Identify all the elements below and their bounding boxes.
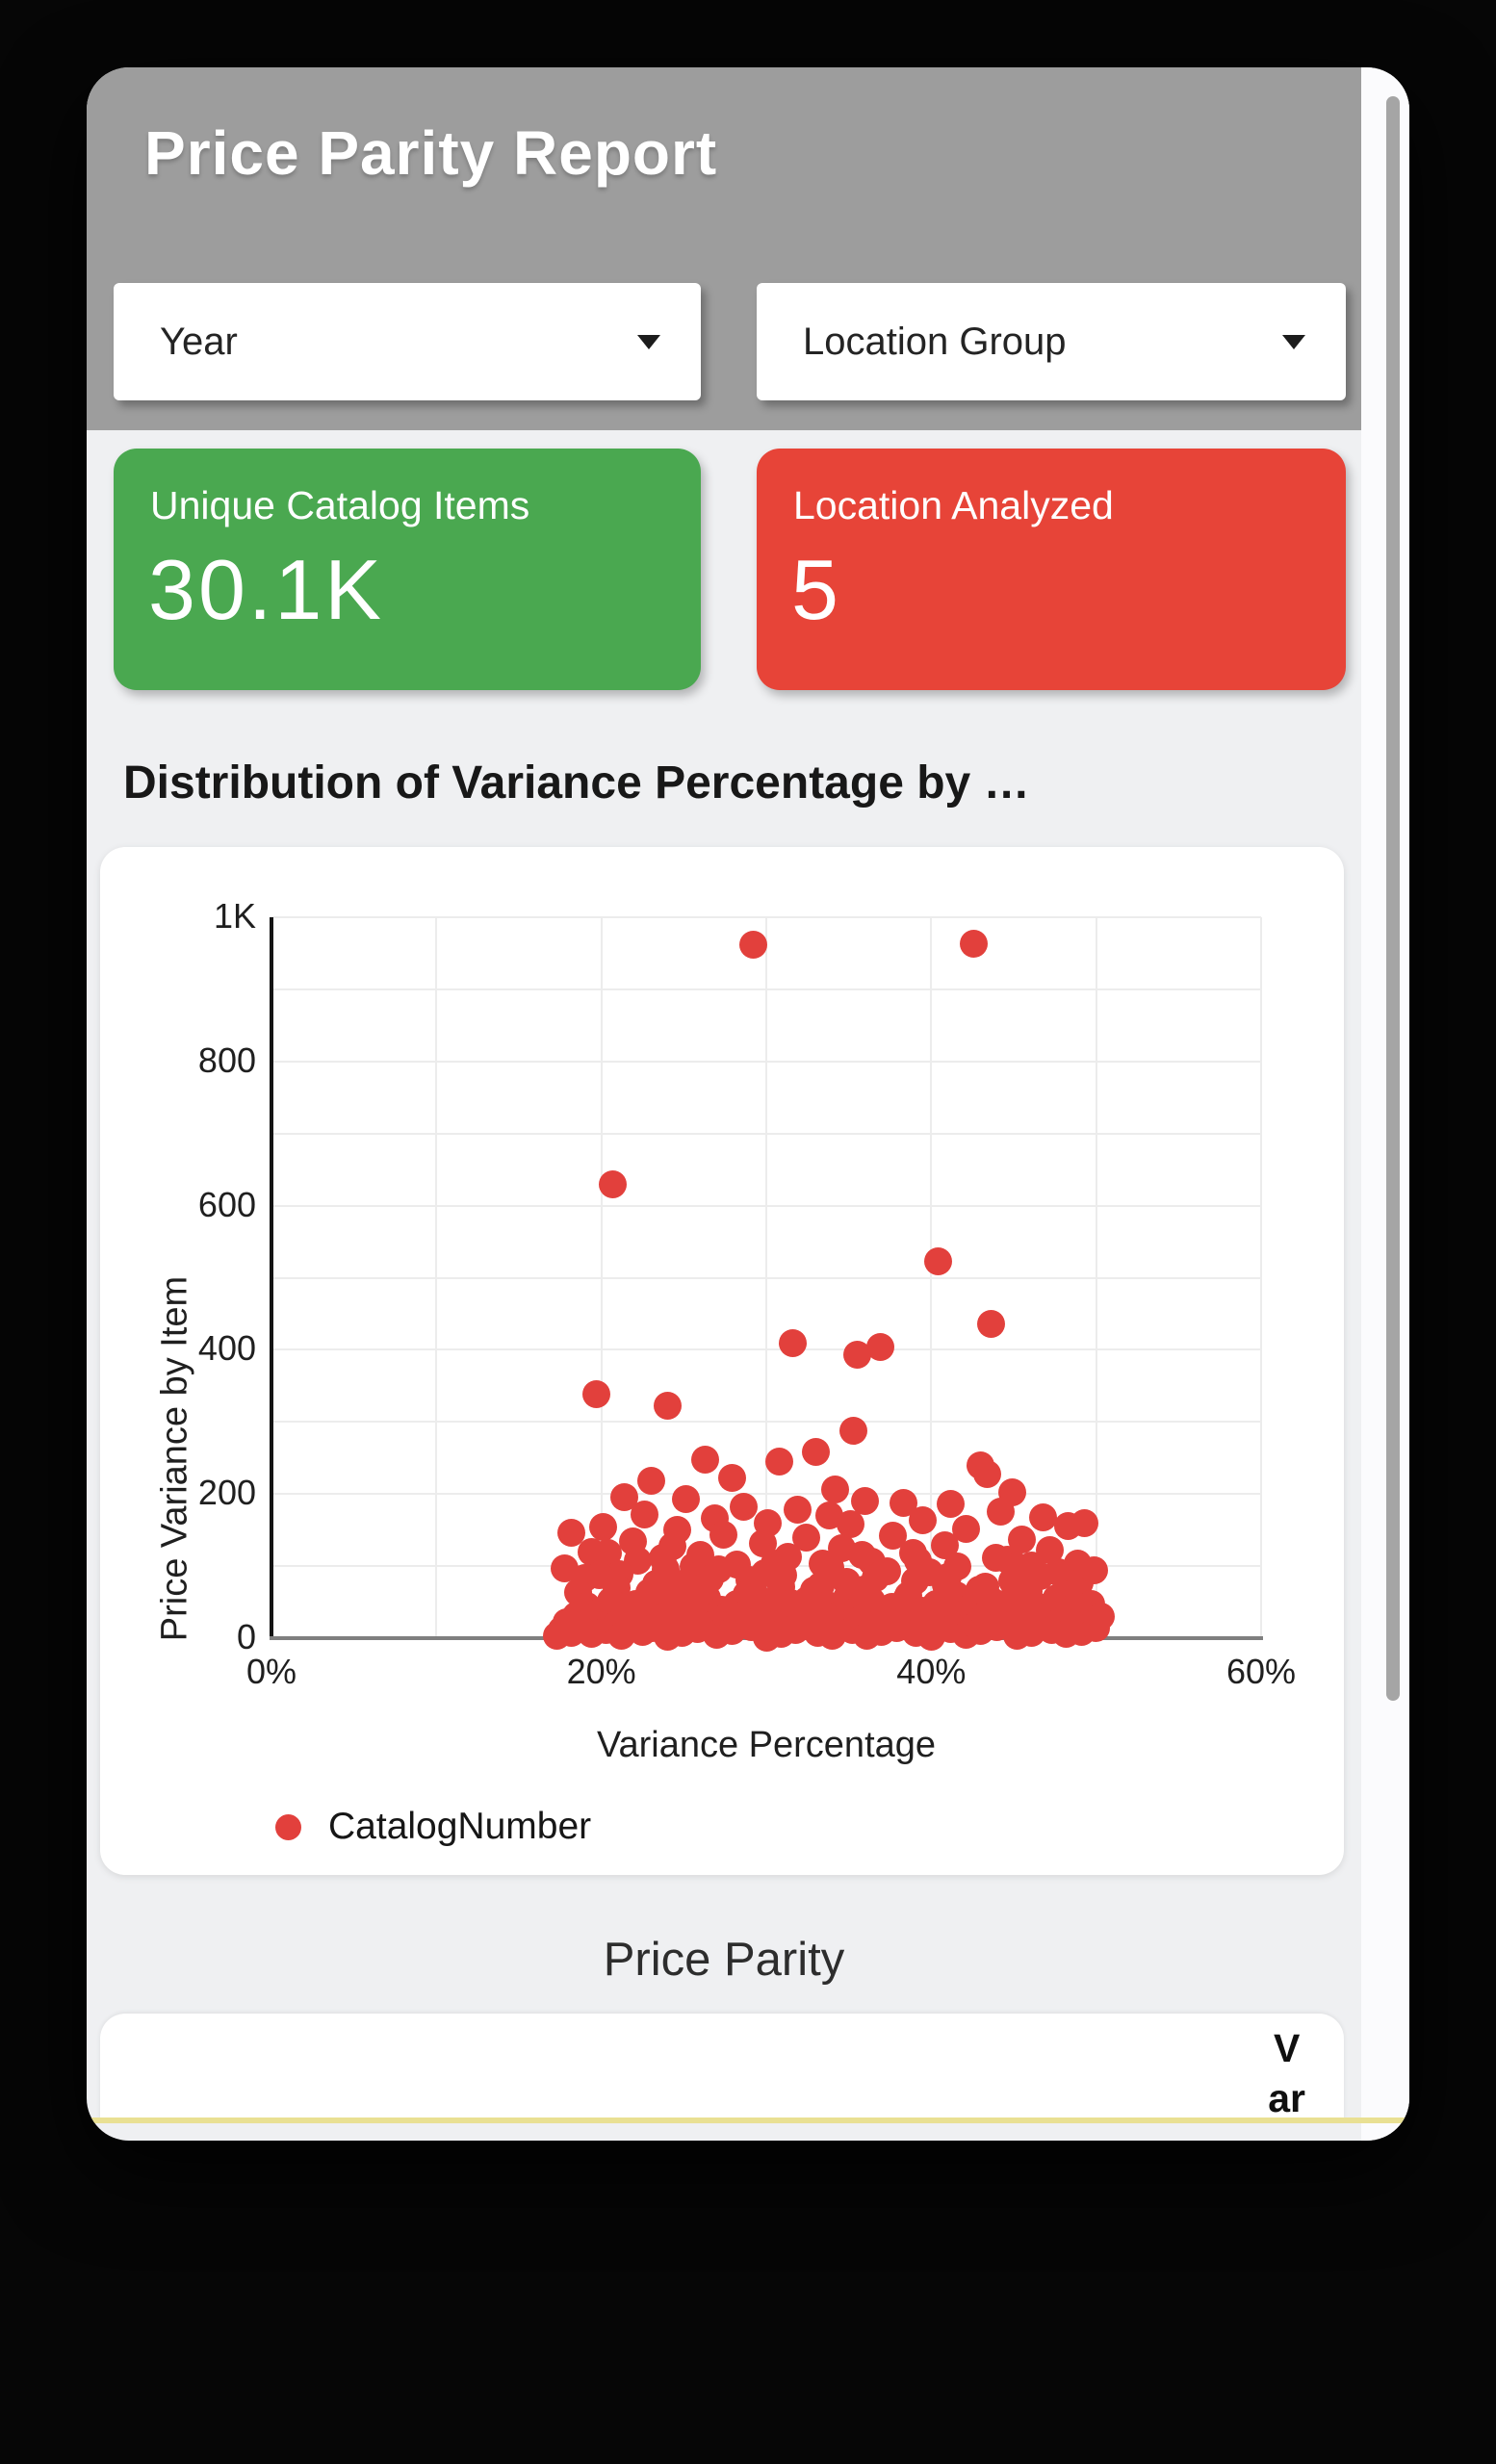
scatter-plot-area bbox=[270, 916, 1263, 1652]
data-point[interactable] bbox=[821, 1476, 850, 1504]
kpi-value: 30.1K bbox=[148, 542, 384, 637]
scatter-chart-card: 0 200 400 600 800 1K 0% 20% 40% 60% Price Varian… bbox=[100, 847, 1344, 1875]
gridline-vertical bbox=[600, 917, 603, 1638]
y-tick-label: 600 bbox=[197, 1184, 256, 1224]
data-point[interactable] bbox=[839, 1416, 868, 1445]
data-point[interactable] bbox=[784, 1496, 812, 1525]
chevron-down-icon bbox=[1282, 335, 1305, 349]
data-point[interactable] bbox=[588, 1513, 617, 1542]
data-point[interactable] bbox=[973, 1459, 1002, 1488]
y-axis-title: Price Variance by Item bbox=[154, 1275, 195, 1642]
kpi-card-location-analyzed[interactable]: Location Analyzed 5 bbox=[757, 449, 1346, 690]
chevron-down-icon bbox=[637, 335, 660, 349]
x-axis-title: Variance Percentage bbox=[596, 1725, 937, 1765]
chart-section-title: Distribution of Variance Percentage by … bbox=[123, 757, 1030, 808]
y-axis-title-wrap: Price Variance by Item bbox=[135, 1078, 195, 1641]
data-point[interactable] bbox=[729, 1493, 758, 1522]
data-point[interactable] bbox=[778, 1329, 807, 1358]
data-point[interactable] bbox=[651, 1554, 680, 1583]
data-point[interactable] bbox=[582, 1380, 611, 1409]
data-point[interactable] bbox=[671, 1484, 700, 1513]
y-tick-label: 200 bbox=[197, 1473, 256, 1513]
scrollbar-thumb[interactable] bbox=[1386, 96, 1400, 1701]
data-point[interactable] bbox=[1070, 1509, 1099, 1538]
y-axis-line bbox=[270, 917, 273, 1638]
data-point[interactable] bbox=[976, 1309, 1005, 1338]
data-point[interactable] bbox=[916, 1557, 944, 1586]
data-point[interactable] bbox=[599, 1170, 628, 1199]
year-filter-label: Year bbox=[160, 320, 238, 363]
data-point[interactable] bbox=[1029, 1502, 1058, 1531]
yellow-divider-line bbox=[90, 2118, 1406, 2123]
kpi-label: Unique Catalog Items bbox=[150, 483, 530, 527]
data-point[interactable] bbox=[842, 1341, 871, 1370]
legend-dot-icon bbox=[275, 1813, 301, 1840]
price-parity-section-title: Price Parity bbox=[603, 1934, 845, 1986]
table-column-header-variance: V ar bbox=[1268, 2026, 1305, 2121]
year-filter-dropdown[interactable]: Year bbox=[114, 283, 701, 400]
data-point[interactable] bbox=[691, 1446, 720, 1475]
x-tick-label: 0% bbox=[245, 1652, 297, 1691]
scrollbar-track[interactable] bbox=[1361, 67, 1409, 2141]
gridline-vertical bbox=[435, 917, 438, 1638]
data-point[interactable] bbox=[836, 1510, 864, 1539]
price-parity-table-card: V ar bbox=[100, 2014, 1344, 2121]
x-tick-label: 20% bbox=[566, 1652, 636, 1691]
legend-label: CatalogNumber bbox=[328, 1806, 592, 1847]
data-point[interactable] bbox=[738, 930, 767, 959]
data-point[interactable] bbox=[653, 1392, 682, 1421]
x-tick-label: 60% bbox=[1225, 1652, 1297, 1691]
legend-item-catalognumber[interactable]: CatalogNumber bbox=[275, 1806, 591, 1848]
y-tick-label: 1K bbox=[213, 896, 256, 936]
gridline-vertical bbox=[765, 917, 767, 1638]
gridline-vertical bbox=[1095, 917, 1097, 1638]
data-point[interactable] bbox=[585, 1560, 614, 1589]
report-header: Price Parity Report Year Location Group bbox=[87, 67, 1409, 430]
data-point[interactable] bbox=[630, 1500, 658, 1528]
data-point[interactable] bbox=[709, 1520, 737, 1549]
data-point[interactable] bbox=[1087, 1603, 1116, 1631]
data-point[interactable] bbox=[1002, 1553, 1031, 1581]
location-group-filter-dropdown[interactable]: Location Group bbox=[757, 283, 1346, 400]
page-title: Price Parity Report bbox=[144, 118, 718, 188]
data-point[interactable] bbox=[1080, 1556, 1109, 1585]
kpi-label: Location Analyzed bbox=[793, 483, 1114, 527]
app-window: Price Parity Report Year Location Group … bbox=[87, 67, 1409, 2141]
data-point[interactable] bbox=[816, 1553, 845, 1582]
y-tick-label: 0 bbox=[236, 1617, 256, 1656]
data-point[interactable] bbox=[960, 930, 989, 959]
data-point[interactable] bbox=[765, 1447, 794, 1476]
data-point[interactable] bbox=[861, 1563, 890, 1592]
data-point[interactable] bbox=[937, 1490, 966, 1519]
location-group-filter-label: Location Group bbox=[803, 320, 1067, 363]
kpi-card-unique-catalog-items[interactable]: Unique Catalog Items 30.1K bbox=[114, 449, 701, 690]
x-tick-label: 40% bbox=[896, 1652, 967, 1691]
kpi-value: 5 bbox=[791, 542, 841, 637]
data-point[interactable] bbox=[923, 1246, 952, 1275]
data-point[interactable] bbox=[909, 1506, 938, 1535]
data-point[interactable] bbox=[801, 1438, 830, 1467]
y-tick-label: 800 bbox=[197, 1040, 256, 1080]
data-point[interactable] bbox=[636, 1467, 665, 1496]
gridline-vertical bbox=[1260, 917, 1262, 1638]
data-point[interactable] bbox=[717, 1464, 746, 1493]
gridline-vertical bbox=[930, 917, 933, 1638]
y-tick-label: 400 bbox=[197, 1328, 256, 1369]
data-point[interactable] bbox=[986, 1497, 1015, 1526]
